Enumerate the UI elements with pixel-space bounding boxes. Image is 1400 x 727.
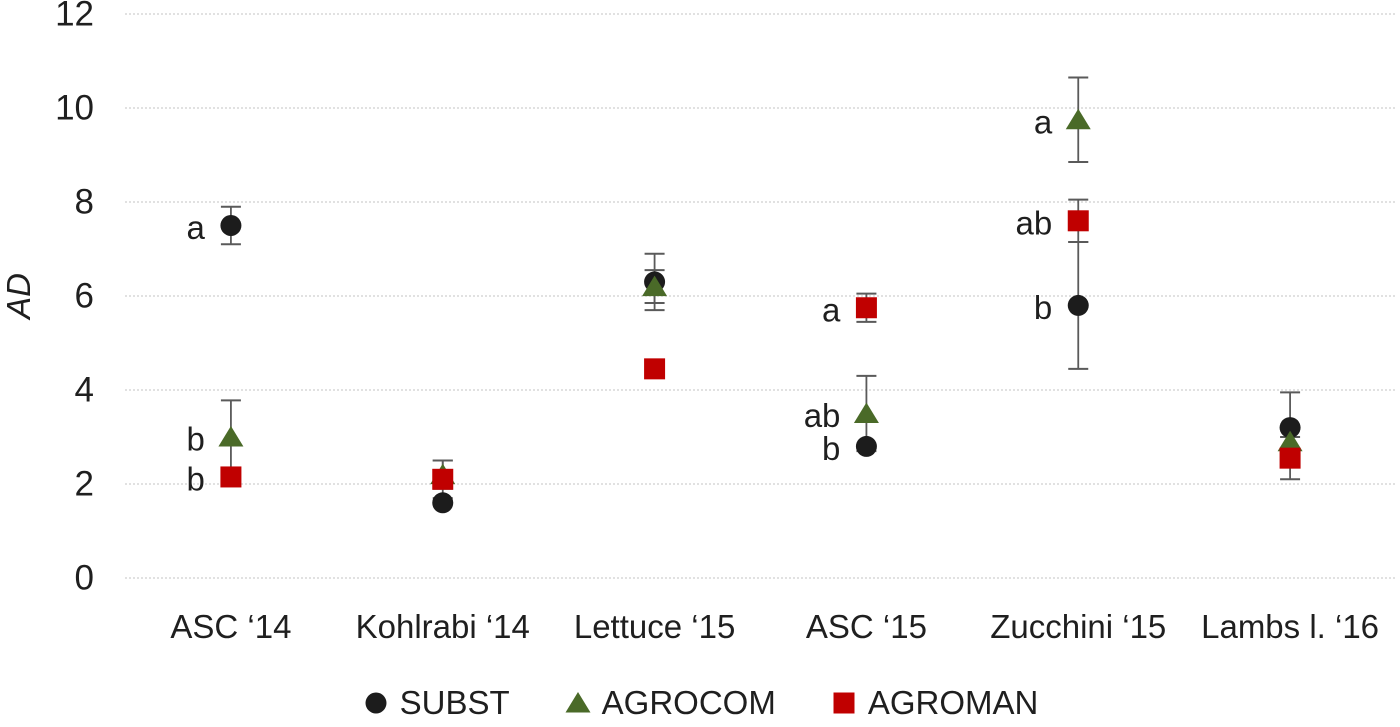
error-bars-group	[220, 76, 1301, 500]
significance-letter: a	[1034, 103, 1053, 140]
y-tick-label: 12	[55, 0, 94, 34]
significance-letter: a	[187, 209, 206, 246]
legend-item-agroman: AGROMAN	[830, 684, 1039, 722]
marker-agroman-cat5	[1279, 447, 1301, 469]
x-axis-labels-group: ASC ‘14 Kohlrabi ‘14 Lettuce ‘15 ASC ‘15 Zuc…	[170, 608, 1379, 645]
gridlines-group	[125, 13, 1396, 579]
y-tick-label: 2	[75, 465, 94, 504]
chart-legend: SUBST AGROCOM AGROMAN	[0, 684, 1400, 722]
legend-label-agroman: AGROMAN	[867, 684, 1039, 721]
significance-letter: b	[187, 460, 205, 497]
x-category-label: Lambs l. ‘16	[1201, 608, 1379, 645]
y-axis-title: AD	[0, 273, 37, 321]
x-category-label: Lettuce ‘15	[574, 608, 735, 645]
marker-agroman-cat4	[1067, 210, 1089, 232]
y-tick-label: 4	[75, 371, 94, 410]
legend-triangle-icon	[565, 692, 591, 713]
marker-agrocom-cat5	[1277, 430, 1303, 452]
significance-letter: b	[822, 430, 840, 467]
legend-marker-agroman	[833, 692, 855, 714]
chart-svg: 0 2 4 6 8 10 12 AD ASC ‘14 Kohlrabi ‘14 Lettuce …	[0, 0, 1396, 645]
legend-label-subst: SUBST	[399, 684, 510, 721]
x-category-label: ASC ‘14	[170, 608, 291, 645]
marker-agrocom-cat0	[218, 426, 244, 447]
legend-marker-subst	[365, 692, 387, 714]
marker-agroman-cat1	[432, 468, 454, 490]
legend-square-icon	[833, 692, 855, 714]
y-tick-label: 10	[55, 89, 94, 128]
y-tick-label: 6	[75, 277, 94, 316]
marker-subst-cat4	[1067, 294, 1089, 316]
significance-letter: b	[1034, 289, 1052, 326]
marker-subst-cat0	[220, 215, 242, 236]
marker-subst-cat1	[432, 492, 454, 514]
marker-agroman-cat2	[644, 358, 666, 380]
significance-letter: ab	[1016, 204, 1053, 241]
marker-agrocom-cat4	[1065, 108, 1091, 130]
y-tick-label: 8	[75, 183, 94, 222]
y-tick-label: 0	[75, 559, 94, 598]
legend-label-agrocom: AGROCOM	[601, 684, 776, 721]
significance-letter: a	[822, 291, 841, 328]
marker-agroman-cat0	[220, 466, 242, 488]
legend-item-subst: SUBST	[362, 684, 510, 722]
legend-item-agrocom: AGROCOM	[564, 684, 776, 722]
x-category-label: Kohlrabi ‘14	[356, 608, 530, 645]
significance-letter: ab	[804, 397, 841, 434]
x-category-label: Zucchini ‘15	[990, 608, 1166, 645]
significance-letter: b	[187, 421, 205, 458]
markers-group	[218, 108, 1303, 514]
marker-subst-cat3	[855, 435, 877, 457]
marker-agrocom-cat2	[642, 275, 668, 297]
marker-agroman-cat3	[855, 297, 877, 319]
x-category-label: ASC ‘15	[806, 608, 927, 645]
y-axis-ticks-group: 0 2 4 6 8 10 12	[55, 0, 94, 598]
legend-circle-icon	[365, 692, 387, 714]
legend-marker-agrocom	[565, 692, 591, 713]
marker-subst-cat5	[1279, 417, 1301, 439]
marker-agrocom-cat3	[853, 402, 879, 423]
